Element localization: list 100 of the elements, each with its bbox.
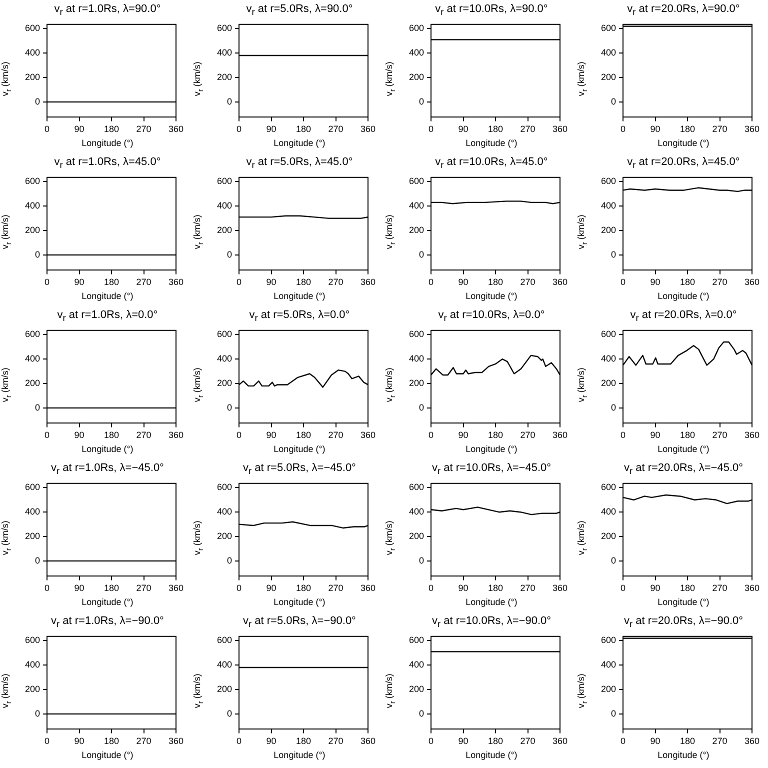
x-tick-label: 90 xyxy=(458,583,468,594)
y-tick-label: 400 xyxy=(216,48,232,58)
y-tick-label: 200 xyxy=(408,378,424,388)
y-tick-label: 200 xyxy=(216,378,232,388)
y-tick-label: 200 xyxy=(216,684,232,694)
y-tick-label: 0 xyxy=(419,96,424,106)
x-tick-label: 180 xyxy=(488,277,504,288)
x-tick-label: 180 xyxy=(104,124,120,134)
x-tick-label: 90 xyxy=(458,430,468,440)
y-tick-label: 600 xyxy=(24,329,40,340)
x-tick-label: 180 xyxy=(488,583,504,594)
y-tick-label: 400 xyxy=(24,200,40,211)
x-tick-label: 270 xyxy=(136,277,152,288)
x-tick-label: 90 xyxy=(650,736,660,746)
x-tick-label: 90 xyxy=(650,430,660,440)
y-tick-label: 400 xyxy=(408,354,424,364)
chart-title: v$_{r}$ at r=1.0Rs, λ=0.0° xyxy=(56,308,159,326)
x-tick-label: 180 xyxy=(680,736,696,746)
y-tick-label: 0 xyxy=(227,402,232,412)
y-tick-label: 400 xyxy=(600,506,616,517)
y-tick-label: 0 xyxy=(35,555,40,566)
x-tick-label: 270 xyxy=(712,277,728,288)
x-tick-label: 360 xyxy=(360,430,376,440)
x-tick-label: 270 xyxy=(520,736,536,746)
y-tick-label: 0 xyxy=(419,555,424,566)
x-tick-label: 0 xyxy=(236,277,242,288)
y-tick-label: 0 xyxy=(419,402,424,412)
x-tick-label: 360 xyxy=(744,583,760,594)
x-axis-title: Longitude (°) xyxy=(656,291,710,302)
x-tick-label: 270 xyxy=(328,277,344,288)
x-tick-label: 90 xyxy=(266,430,276,440)
y-tick-label: 200 xyxy=(408,72,424,82)
x-tick-label: 90 xyxy=(266,277,276,288)
x-tick-label: 0 xyxy=(44,736,50,746)
x-axis-title: Longitude (°) xyxy=(464,291,518,302)
x-tick-label: 90 xyxy=(266,736,276,746)
chart-title: v$_{r}$ at r=10.0Rs, λ=0.0° xyxy=(437,308,546,326)
x-tick-label: 180 xyxy=(680,430,696,440)
x-tick-label: 180 xyxy=(680,583,696,594)
x-tick-label: 0 xyxy=(428,583,434,594)
x-tick-label: 90 xyxy=(458,124,468,134)
x-tick-label: 360 xyxy=(552,124,568,134)
x-tick-label: 270 xyxy=(136,583,152,594)
x-tick-label: 180 xyxy=(680,277,696,288)
y-tick-label: 200 xyxy=(24,531,40,541)
y-tick-label: 0 xyxy=(227,249,232,260)
y-tick-label: 600 xyxy=(216,482,232,492)
y-tick-label: 0 xyxy=(611,96,616,106)
y-tick-label: 200 xyxy=(216,531,232,541)
x-tick-label: 0 xyxy=(620,277,626,288)
chart-title: v$_{r}$ at r=20.0Rs, λ=90.0° xyxy=(626,2,741,20)
x-tick-label: 0 xyxy=(44,583,50,594)
x-tick-label: 90 xyxy=(650,124,660,134)
y-tick-label: 200 xyxy=(24,378,40,388)
y-tick-label: 400 xyxy=(600,660,616,670)
x-tick-label: 0 xyxy=(236,736,242,746)
y-tick-label: 0 xyxy=(611,555,616,566)
x-tick-label: 180 xyxy=(296,124,312,134)
x-tick-label: 270 xyxy=(136,430,152,440)
y-tick-label: 200 xyxy=(408,684,424,694)
y-tick-label: 400 xyxy=(216,506,232,517)
x-tick-label: 180 xyxy=(296,277,312,288)
y-tick-label: 200 xyxy=(24,684,40,694)
y-tick-label: 600 xyxy=(600,176,616,186)
y-tick-label: 600 xyxy=(600,329,616,340)
x-tick-label: 0 xyxy=(428,277,434,288)
x-axis-title: Longitude (°) xyxy=(272,597,326,608)
x-tick-label: 360 xyxy=(360,583,376,594)
x-tick-label: 90 xyxy=(650,277,660,288)
x-axis-title: Longitude (°) xyxy=(272,291,326,302)
y-tick-label: 200 xyxy=(600,378,616,388)
y-tick-label: 400 xyxy=(408,200,424,211)
x-tick-label: 0 xyxy=(620,736,626,746)
chart-title: v$_{r}$ at r=1.0Rs, λ=−90.0° xyxy=(50,614,165,632)
chart-title: v$_{r}$ at r=10.0Rs, λ=−45.0° xyxy=(430,461,552,478)
x-tick-label: 360 xyxy=(360,736,376,746)
x-tick-label: 90 xyxy=(458,277,468,288)
chart-title: v$_{r}$ at r=20.0Rs, λ=−90.0° xyxy=(622,614,744,632)
x-tick-label: 270 xyxy=(520,124,536,134)
x-tick-label: 360 xyxy=(360,277,376,288)
y-tick-label: 600 xyxy=(216,635,232,646)
chart-title: v$_{r}$ at r=5.0Rs, λ=45.0° xyxy=(245,155,354,172)
x-tick-label: 270 xyxy=(712,124,728,134)
y-tick-label: 0 xyxy=(227,555,232,566)
x-axis-title: Longitude (°) xyxy=(272,750,326,761)
chart-title: v$_{r}$ at r=1.0Rs, λ=45.0° xyxy=(53,155,162,172)
y-tick-label: 200 xyxy=(600,684,616,694)
y-tick-label: 200 xyxy=(408,225,424,235)
x-tick-label: 270 xyxy=(136,124,152,134)
x-tick-label: 180 xyxy=(296,430,312,440)
x-tick-label: 0 xyxy=(236,124,242,134)
x-axis-title: Longitude (°) xyxy=(80,138,134,149)
y-tick-label: 400 xyxy=(408,660,424,670)
x-tick-label: 360 xyxy=(552,277,568,288)
y-tick-label: 400 xyxy=(600,48,616,58)
x-axis-title: Longitude (°) xyxy=(80,597,134,608)
chart-title: v$_{r}$ at r=20.0Rs, λ=0.0° xyxy=(629,308,738,326)
x-tick-label: 270 xyxy=(520,430,536,440)
x-tick-label: 180 xyxy=(296,583,312,594)
y-tick-label: 0 xyxy=(419,249,424,260)
